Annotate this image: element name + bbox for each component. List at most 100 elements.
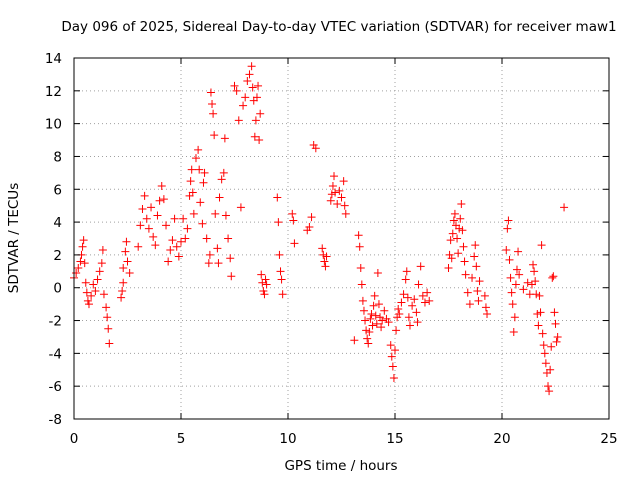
data-point	[350, 336, 359, 345]
data-point	[213, 244, 222, 253]
data-point	[527, 280, 536, 289]
data-point	[447, 254, 456, 263]
data-point	[471, 241, 480, 250]
data-point	[410, 295, 419, 304]
data-point	[376, 313, 385, 322]
data-point	[392, 326, 401, 335]
data-point	[320, 257, 329, 266]
data-point	[256, 109, 265, 118]
data-point	[170, 214, 179, 223]
data-point	[321, 262, 330, 271]
data-point	[367, 309, 376, 318]
data-point	[121, 247, 130, 256]
data-point	[463, 288, 472, 297]
data-point	[153, 211, 162, 220]
data-point	[122, 237, 131, 246]
data-point	[537, 241, 546, 250]
data-point	[189, 209, 198, 218]
data-point	[273, 193, 282, 202]
y-tick-label: 12	[45, 84, 62, 100]
data-point	[388, 362, 397, 371]
data-point	[217, 175, 226, 184]
data-point	[119, 278, 128, 287]
data-point	[397, 298, 406, 307]
data-point	[136, 221, 145, 230]
data-point	[123, 257, 132, 266]
data-point	[215, 193, 224, 202]
y-tick-label: 2	[53, 248, 62, 264]
data-point	[87, 291, 96, 300]
data-point	[236, 203, 245, 212]
data-point	[538, 329, 547, 338]
data-point	[290, 239, 299, 248]
data-point	[174, 252, 183, 261]
data-point	[363, 334, 372, 343]
data-point	[220, 134, 229, 143]
data-point	[356, 264, 365, 273]
data-point	[322, 252, 331, 261]
data-point	[91, 287, 100, 296]
plot-frame	[73, 57, 610, 420]
data-point	[309, 140, 318, 149]
data-point	[226, 254, 235, 263]
data-point	[330, 172, 339, 181]
data-point	[199, 178, 208, 187]
data-point	[247, 62, 256, 71]
data-point	[468, 273, 477, 282]
data-point	[413, 318, 422, 327]
data-point	[459, 242, 468, 251]
axis-ticks	[73, 57, 610, 420]
x-tick-label: 25	[600, 431, 617, 447]
data-point	[149, 232, 158, 241]
data-point	[341, 209, 350, 218]
data-point	[241, 93, 250, 102]
data-point	[408, 301, 417, 310]
data-point	[138, 204, 147, 213]
data-point	[370, 291, 379, 300]
data-point	[514, 247, 523, 256]
data-point	[162, 221, 171, 230]
data-point	[389, 373, 398, 382]
data-point	[103, 313, 112, 322]
data-point	[393, 313, 402, 322]
data-point	[249, 96, 258, 105]
data-point	[185, 191, 194, 200]
data-point	[335, 186, 344, 195]
data-point	[255, 136, 264, 145]
data-point	[380, 306, 389, 315]
data-point	[505, 255, 514, 264]
data-points	[70, 62, 569, 396]
data-point	[155, 196, 164, 205]
data-point	[239, 101, 248, 110]
data-point	[254, 81, 263, 90]
data-point	[305, 223, 314, 232]
y-axis-label: SDTVAR / TECUs	[6, 183, 22, 293]
data-point	[211, 209, 220, 218]
data-point	[519, 285, 528, 294]
data-point	[378, 316, 387, 325]
data-point	[536, 308, 545, 317]
data-point	[311, 144, 320, 153]
data-point	[387, 352, 396, 361]
data-point	[465, 300, 474, 309]
data-point	[333, 200, 342, 209]
data-point	[74, 264, 83, 273]
data-point	[276, 267, 285, 276]
data-point	[372, 319, 381, 328]
data-point	[144, 224, 153, 233]
data-point	[366, 314, 375, 323]
data-point	[202, 234, 211, 243]
data-point	[327, 190, 336, 199]
data-point	[540, 349, 549, 358]
data-point	[117, 293, 126, 302]
data-point	[399, 290, 408, 299]
data-point	[288, 209, 297, 218]
data-point	[504, 216, 513, 225]
data-point	[277, 275, 286, 284]
data-point	[368, 321, 377, 330]
data-point	[445, 250, 454, 259]
data-point	[512, 265, 521, 274]
data-point	[449, 216, 458, 225]
data-point	[472, 262, 481, 271]
data-point	[157, 181, 166, 190]
